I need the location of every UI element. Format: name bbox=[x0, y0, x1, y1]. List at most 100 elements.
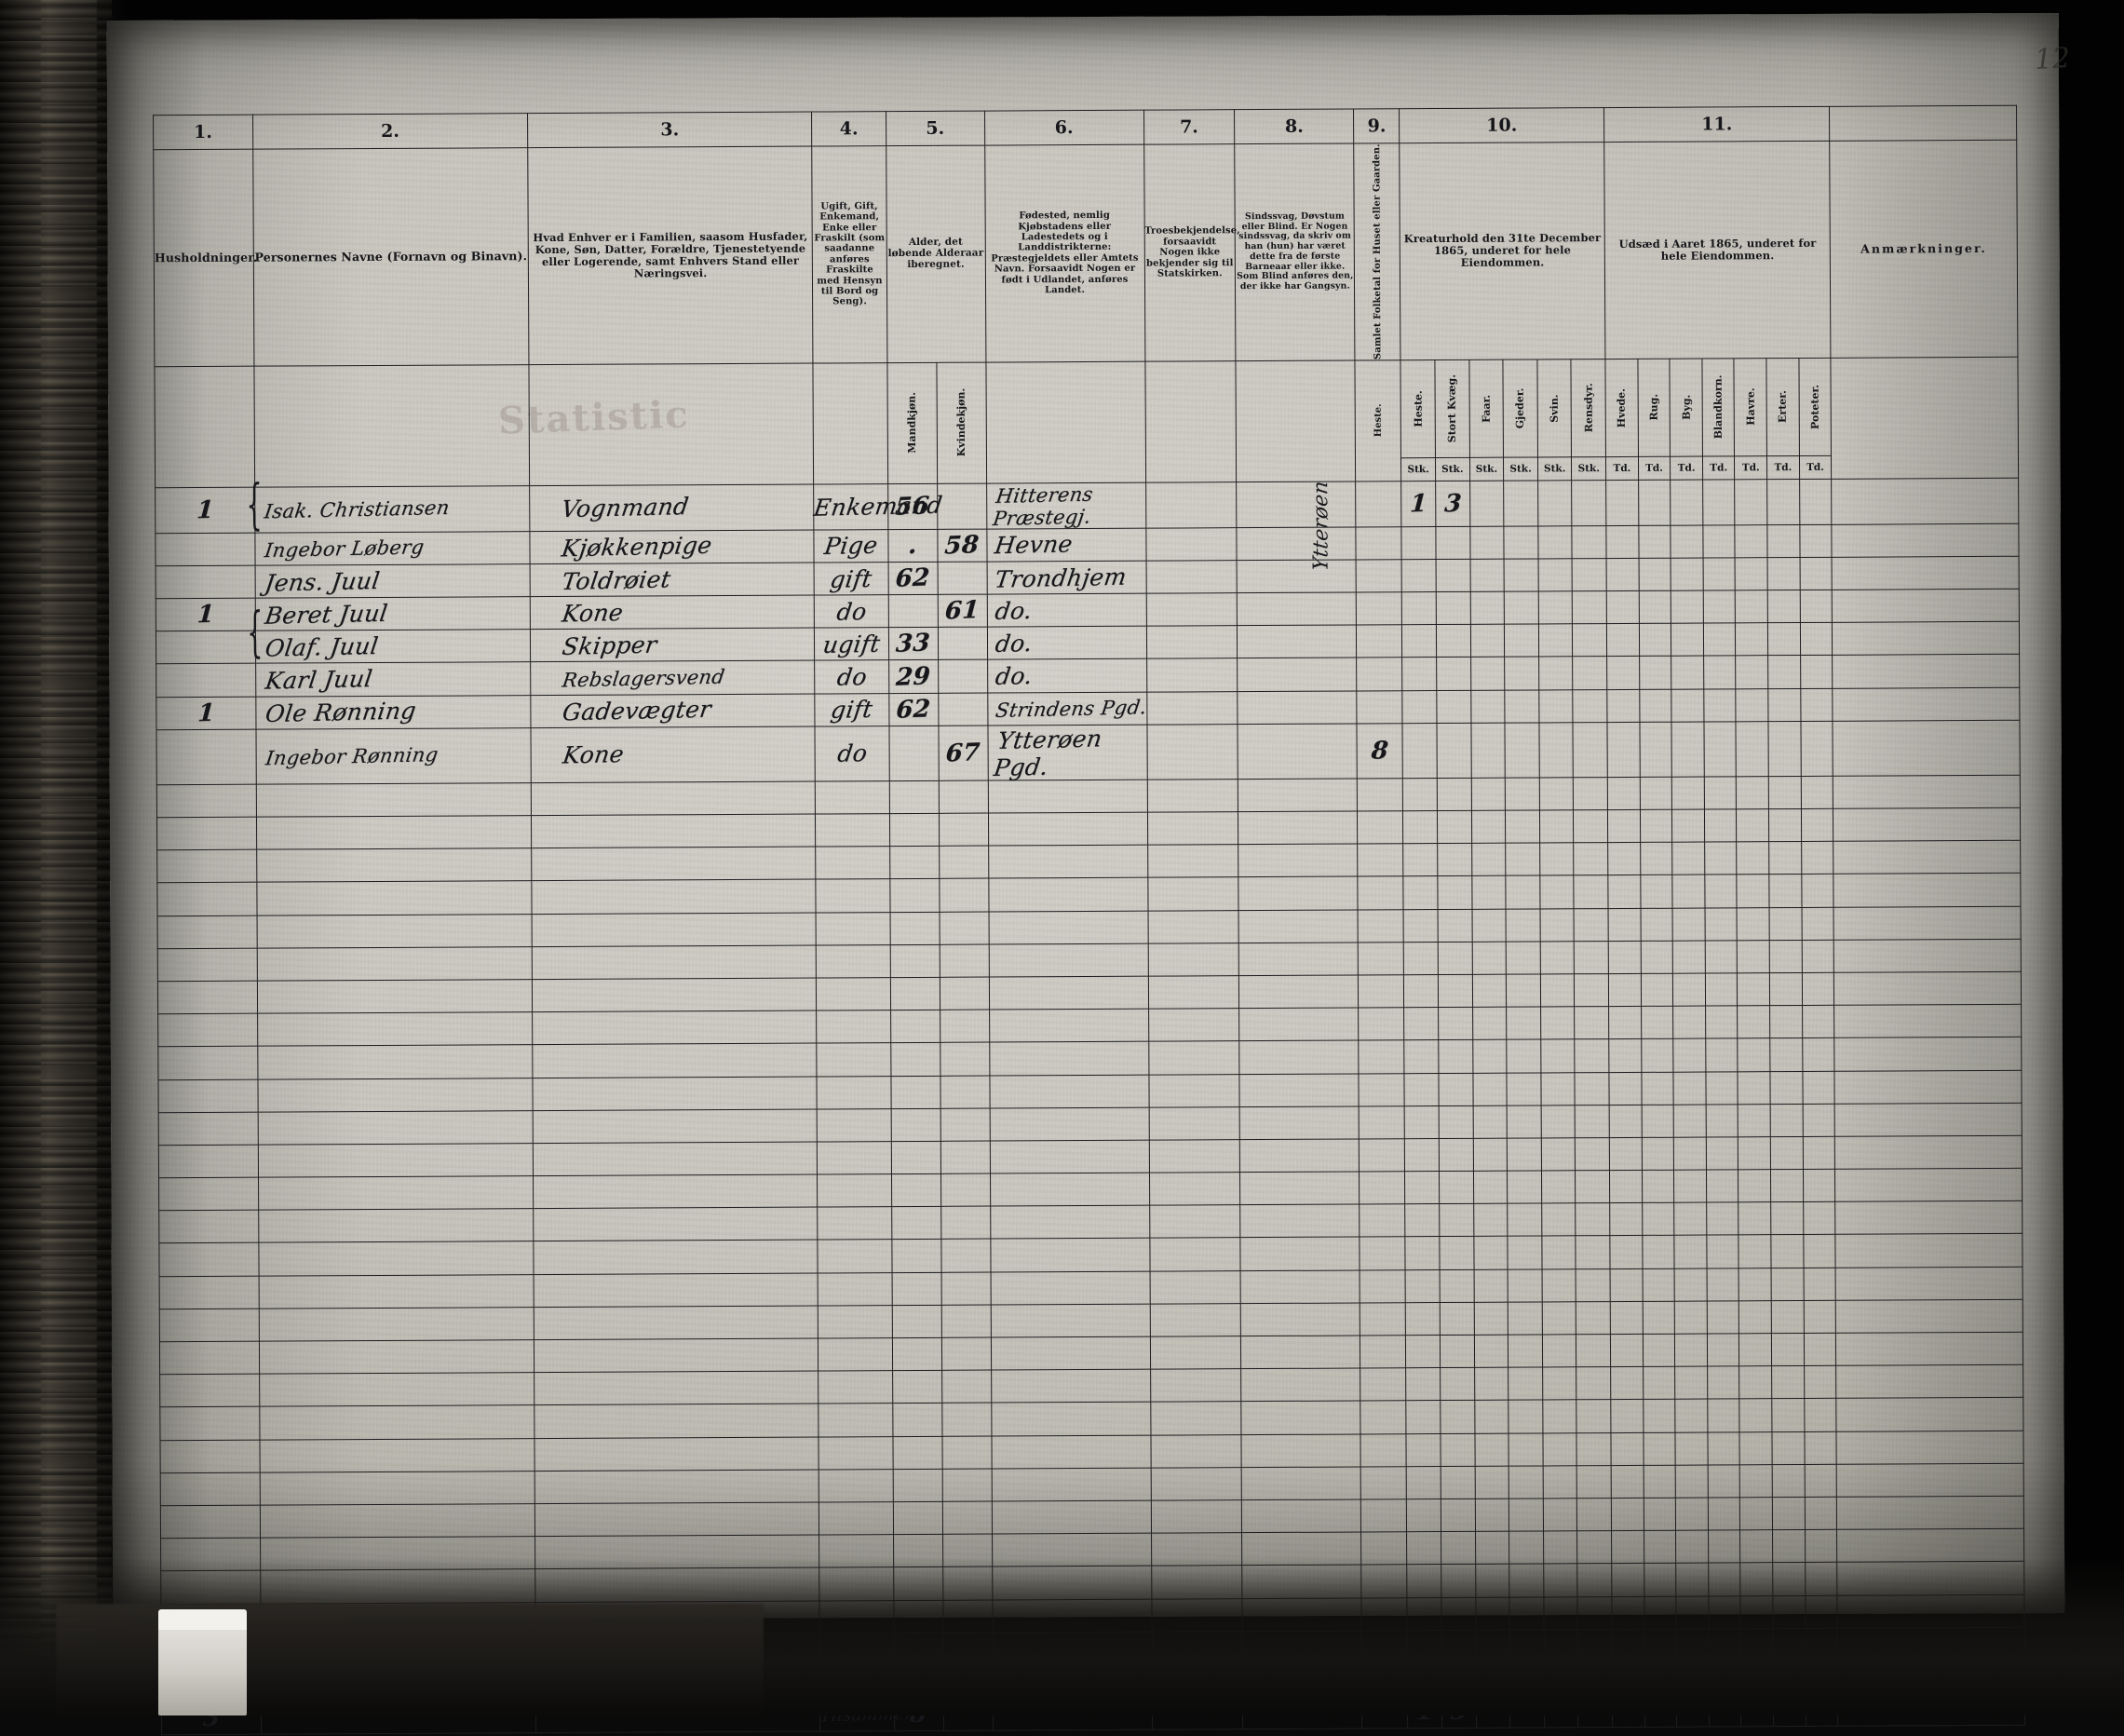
cell-household bbox=[159, 1406, 260, 1441]
cell-person-name bbox=[258, 1241, 534, 1276]
cell-livestock-pigs bbox=[1538, 722, 1574, 778]
sub-livestock-horses: Heste. bbox=[1400, 359, 1436, 458]
sub-creed-spacer bbox=[1144, 360, 1237, 482]
cell-birthplace: do. bbox=[986, 626, 1147, 660]
cell-livestock-cattle bbox=[1437, 778, 1472, 811]
sub-livestock-goats: Gjeder. bbox=[1503, 359, 1538, 457]
colnum-5: 5. bbox=[886, 111, 985, 146]
cell-seed-rye bbox=[1641, 1137, 1674, 1171]
colnum-11: 11. bbox=[1603, 106, 1830, 142]
sub-header-row: Mandkjøn. Kvindekjøn. Heste. Heste. Stor… bbox=[154, 356, 2019, 488]
cell-affliction bbox=[1241, 1466, 1361, 1500]
cell-livestock-cattle bbox=[1440, 1302, 1474, 1336]
cell-birthplace bbox=[989, 1041, 1149, 1076]
cell-livestock-goats bbox=[1508, 1301, 1543, 1336]
cell-seed-peas bbox=[1768, 721, 1801, 777]
cell-seed-barley bbox=[1674, 1235, 1707, 1268]
cell-creed bbox=[1145, 592, 1238, 627]
unit-cattle: Stk. bbox=[1435, 457, 1470, 481]
cell-livestock-sheep bbox=[1471, 810, 1506, 844]
cell-age-male bbox=[891, 1305, 942, 1338]
cell-livestock-goats bbox=[1504, 657, 1539, 690]
cell-seed-mixedgrain bbox=[1703, 590, 1736, 624]
cell-livestock-goats bbox=[1505, 809, 1540, 844]
cell-livestock-cattle bbox=[1436, 624, 1471, 658]
cell-livestock-cattle bbox=[1437, 843, 1472, 876]
cell-marital-status: Enkemand bbox=[812, 483, 944, 530]
cell-livestock-sheep bbox=[1470, 778, 1506, 811]
cell-creed bbox=[1150, 1402, 1242, 1435]
cell-livestock-pigs bbox=[1541, 1236, 1576, 1269]
colnum-2: 2. bbox=[252, 113, 528, 150]
cell-birthplace bbox=[991, 1434, 1151, 1469]
cell-livestock-pigs bbox=[1539, 809, 1575, 844]
cell-birthplace: do. bbox=[987, 658, 1147, 693]
cell-seed-peas bbox=[1771, 1268, 1804, 1301]
cell-household-total bbox=[1356, 526, 1402, 560]
cell-livestock-cattle bbox=[1441, 1499, 1476, 1532]
cell-age-male bbox=[890, 1042, 940, 1077]
cell-livestock-goats bbox=[1506, 908, 1540, 942]
margin-note-birthplace: Ytterøen bbox=[1309, 480, 1333, 573]
cell-age-female bbox=[940, 977, 990, 1010]
cell-seed-mixedgrain bbox=[1707, 1399, 1740, 1432]
cell-livestock-sheep bbox=[1471, 908, 1507, 943]
cell-livestock-horses bbox=[1405, 1302, 1441, 1336]
cell-household-total bbox=[1356, 559, 1402, 593]
cell-household bbox=[157, 915, 258, 949]
cell-household bbox=[157, 981, 258, 1014]
cell-livestock-horses bbox=[1403, 909, 1439, 943]
cell-seed-wheat bbox=[1609, 1137, 1643, 1171]
cell-household-total bbox=[1359, 1007, 1405, 1041]
cell-person-name bbox=[258, 1208, 534, 1243]
cell-family-position bbox=[534, 1371, 819, 1406]
cell-remarks bbox=[1836, 1496, 2024, 1530]
cell-seed-wheat bbox=[1608, 1006, 1642, 1039]
cell-seed-barley bbox=[1674, 1268, 1708, 1302]
cell-seed-oats bbox=[1739, 1399, 1773, 1432]
sub-livestock-reindeer-label: Rensdyr. bbox=[1582, 383, 1595, 433]
cell-seed-barley bbox=[1671, 809, 1705, 843]
sub-livestock-goats-label: Gjeder. bbox=[1514, 387, 1527, 429]
cell-livestock-sheep bbox=[1474, 1432, 1509, 1467]
cell-birthplace bbox=[991, 1500, 1152, 1535]
unit-goats: Stk. bbox=[1503, 456, 1538, 481]
cell-seed-oats bbox=[1737, 907, 1770, 941]
cell-livestock-sheep bbox=[1473, 1268, 1508, 1303]
cell-seed-rye bbox=[1642, 1235, 1675, 1269]
cell-livestock-cattle bbox=[1436, 591, 1470, 625]
cell-age-male bbox=[889, 878, 940, 913]
cell-livestock-pigs bbox=[1541, 1203, 1576, 1237]
cell-livestock-horses bbox=[1402, 778, 1438, 811]
sub-seed-rye-label: Rug. bbox=[1647, 394, 1660, 421]
cell-age-male bbox=[893, 1501, 943, 1535]
cell-household bbox=[156, 663, 256, 698]
cell-household: 1 bbox=[156, 598, 256, 632]
cell-seed-potatoes bbox=[1803, 1169, 1835, 1202]
cell-household bbox=[156, 784, 257, 818]
cell-livestock-horses bbox=[1403, 875, 1438, 910]
census-table: 1. 2. 3. 4. 5. 6. 7. 8. 9. 10. 11. Husho… bbox=[153, 105, 2025, 1736]
cell-marital-status: do bbox=[814, 594, 889, 629]
cell-family-position bbox=[533, 1141, 818, 1176]
cell-seed-rye bbox=[1642, 1170, 1674, 1203]
sub-birthplace-spacer bbox=[985, 360, 1146, 483]
cell-age-female bbox=[941, 1403, 992, 1436]
cell-livestock-sheep bbox=[1469, 480, 1505, 527]
cell-person-name bbox=[258, 1274, 534, 1309]
cell-livestock-horses bbox=[1406, 1433, 1441, 1467]
sub-livestock-cattle: Stort Kvæg. bbox=[1434, 359, 1470, 458]
cell-livestock-reindeer bbox=[1574, 875, 1609, 909]
cell-livestock-goats bbox=[1504, 624, 1539, 658]
cell-remarks bbox=[1836, 1397, 2023, 1431]
cell-family-position bbox=[534, 1305, 818, 1340]
cell-seed-mixedgrain bbox=[1705, 940, 1738, 974]
cell-marital-status bbox=[816, 879, 890, 913]
cell-seed-mixedgrain bbox=[1704, 875, 1738, 908]
cell-creed bbox=[1147, 877, 1239, 911]
cell-household-total bbox=[1357, 778, 1403, 812]
cell-seed-wheat bbox=[1607, 842, 1641, 875]
cell-marital-status bbox=[816, 977, 891, 1011]
cell-affliction bbox=[1238, 974, 1360, 1009]
cell-person-name bbox=[257, 1044, 533, 1079]
